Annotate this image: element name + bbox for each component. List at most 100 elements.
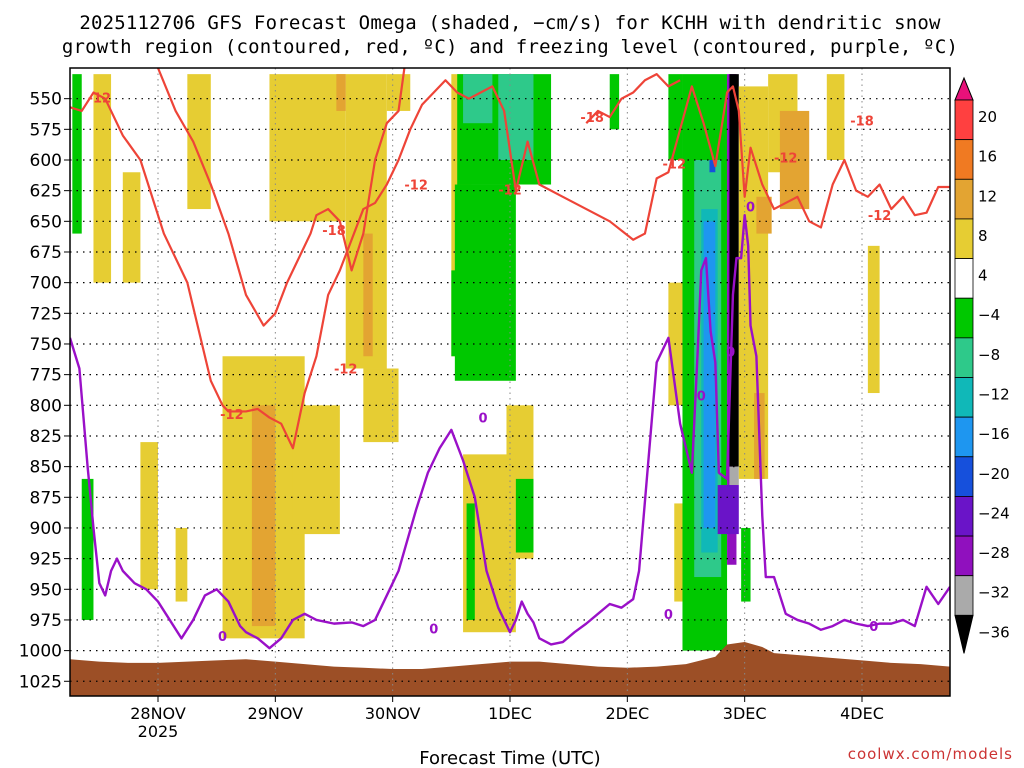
colorbar-swatch bbox=[954, 178, 974, 220]
grid-layer bbox=[70, 68, 950, 696]
y-tick-label: 925 bbox=[30, 550, 62, 570]
x-tick-label: 1DEC bbox=[488, 704, 532, 723]
dgz-contour-label: -12 bbox=[498, 183, 522, 198]
omega-shade-region bbox=[175, 527, 188, 602]
y-tick-label: 850 bbox=[30, 458, 62, 478]
y-tick-label: 650 bbox=[30, 212, 62, 232]
colorbar-label: −16 bbox=[978, 425, 1010, 443]
x-tick-label: 4DEC bbox=[840, 704, 884, 723]
y-tick-label: 750 bbox=[30, 335, 62, 355]
x-tick-label: 28NOV bbox=[130, 704, 186, 723]
y-tick-label: 575 bbox=[30, 120, 62, 140]
colorbar-label: −4 bbox=[978, 306, 1000, 324]
omega-shade-region bbox=[741, 527, 751, 602]
omega-shading-layer bbox=[72, 74, 880, 651]
colorbar-swatch bbox=[954, 218, 974, 259]
y-tick-label: 1000 bbox=[19, 642, 62, 662]
y-tick-label: 625 bbox=[30, 182, 62, 202]
omega-shade-region bbox=[251, 405, 276, 627]
chart-title-line1: 2025112706 GFS Forecast Omega (shaded, −… bbox=[79, 12, 941, 34]
chart-title-line2: growth region (contoured, red, ºC) and f… bbox=[62, 36, 958, 58]
freezing-contour-label: 0 bbox=[697, 389, 706, 404]
colorbar-swatch bbox=[954, 337, 974, 378]
y-tick-label: 825 bbox=[30, 427, 62, 447]
dgz-contour-label: -18 bbox=[850, 115, 874, 130]
freezing-contour-label: 0 bbox=[218, 630, 227, 645]
colorbar-swatch bbox=[954, 99, 974, 141]
freezing-contour-label: 0 bbox=[664, 608, 673, 623]
colorbar-swatch bbox=[954, 535, 974, 577]
contour-layer bbox=[70, 68, 950, 650]
omega-shade-region bbox=[709, 159, 716, 173]
surface-terrain bbox=[70, 642, 950, 696]
dgz-contour-label: -12 bbox=[774, 152, 798, 167]
colorbar-swatch bbox=[954, 456, 974, 497]
y-tick-label: 725 bbox=[30, 304, 62, 324]
dgz-contour-label: -18 bbox=[580, 111, 604, 126]
x-tick-label: 3DEC bbox=[723, 704, 767, 723]
y-axis: 550 575 600 625 650 675 700 725 750 775 800 825 850 8… bbox=[19, 90, 70, 692]
omega-shade-region bbox=[292, 405, 340, 535]
omega-shade-region bbox=[515, 478, 534, 553]
colorbar-top-arrow bbox=[954, 76, 974, 101]
y-tick-label: 675 bbox=[30, 243, 62, 263]
colorbar-label: −12 bbox=[978, 386, 1010, 404]
omega-shade-region bbox=[466, 503, 475, 620]
freezing-level-contour bbox=[70, 213, 950, 650]
x-axis-title: Forecast Time (UTC) bbox=[419, 748, 600, 768]
omega-shade-region bbox=[363, 368, 399, 443]
colorbar-swatch bbox=[954, 139, 974, 180]
colorbar: 20 16 12 8 4 −4 −8 −12 −16 −20 −24 −28 −32 −36 bbox=[954, 76, 1010, 654]
colorbar-swatch bbox=[954, 416, 974, 458]
colorbar-label: −28 bbox=[978, 544, 1010, 562]
colorbar-label: 4 bbox=[978, 267, 988, 285]
omega-shade-region bbox=[93, 74, 112, 283]
dgz-contour-label: -18 bbox=[322, 224, 346, 239]
omega-shade-region bbox=[779, 110, 810, 210]
omega-shade-region bbox=[72, 74, 82, 234]
freezing-contour-label: 0 bbox=[478, 412, 487, 427]
omega-shade-region bbox=[703, 221, 716, 528]
y-tick-label: 975 bbox=[30, 611, 62, 631]
omega-shade-region bbox=[668, 74, 683, 160]
y-tick-label: 800 bbox=[30, 396, 62, 416]
colorbar-label: −8 bbox=[978, 346, 1000, 364]
omega-shade-region bbox=[363, 233, 373, 357]
credit-text: coolwx.com/models bbox=[848, 745, 1013, 763]
y-tick-label: 875 bbox=[30, 488, 62, 508]
colorbar-label: 16 bbox=[978, 148, 997, 166]
colorbar-label: −20 bbox=[978, 465, 1010, 483]
omega-shade-region bbox=[81, 478, 94, 620]
omega-shade-region bbox=[717, 485, 739, 535]
y-tick-label: 950 bbox=[30, 580, 62, 600]
colorbar-label: 20 bbox=[978, 108, 997, 126]
colorbar-swatch bbox=[954, 496, 974, 537]
y-tick-label: 600 bbox=[30, 151, 62, 171]
x-tick-label: 2DEC bbox=[605, 704, 649, 723]
dgz-contour-label: -12 bbox=[404, 179, 428, 194]
x-tick-label: 29NOV bbox=[248, 704, 304, 723]
freezing-contour-label: 0 bbox=[869, 620, 878, 635]
freezing-contour-label: 0 bbox=[746, 201, 755, 216]
dgz-contour-label: -12 bbox=[868, 209, 892, 224]
colorbar-label: −36 bbox=[978, 623, 1010, 641]
omega-shade-region bbox=[609, 74, 620, 130]
omega-shade-region bbox=[269, 74, 346, 222]
dgz-contour-line bbox=[585, 73, 681, 124]
terrain-layer bbox=[70, 642, 950, 696]
omega-shade-region bbox=[826, 74, 845, 160]
y-tick-label: 1025 bbox=[19, 672, 62, 692]
omega-shade-region bbox=[867, 245, 880, 394]
omega-shade-region bbox=[756, 196, 772, 234]
y-tick-label: 550 bbox=[30, 90, 62, 110]
colorbar-swatch bbox=[954, 377, 974, 418]
dgz-contour-label: -12 bbox=[663, 158, 687, 173]
dgz-contour-label: -12 bbox=[88, 91, 112, 106]
omega-shade-region bbox=[187, 74, 211, 210]
colorbar-label: −32 bbox=[978, 584, 1010, 602]
contour-label-layer: -12 -12 -12 -18 -12 -12 -18 -12 -12 -18 -12 0 0 0 0 0 0 0… bbox=[88, 91, 892, 644]
colorbar-label: 8 bbox=[978, 227, 988, 245]
x-tick-year-label: 2025 bbox=[138, 722, 179, 741]
y-tick-label: 775 bbox=[30, 366, 62, 386]
